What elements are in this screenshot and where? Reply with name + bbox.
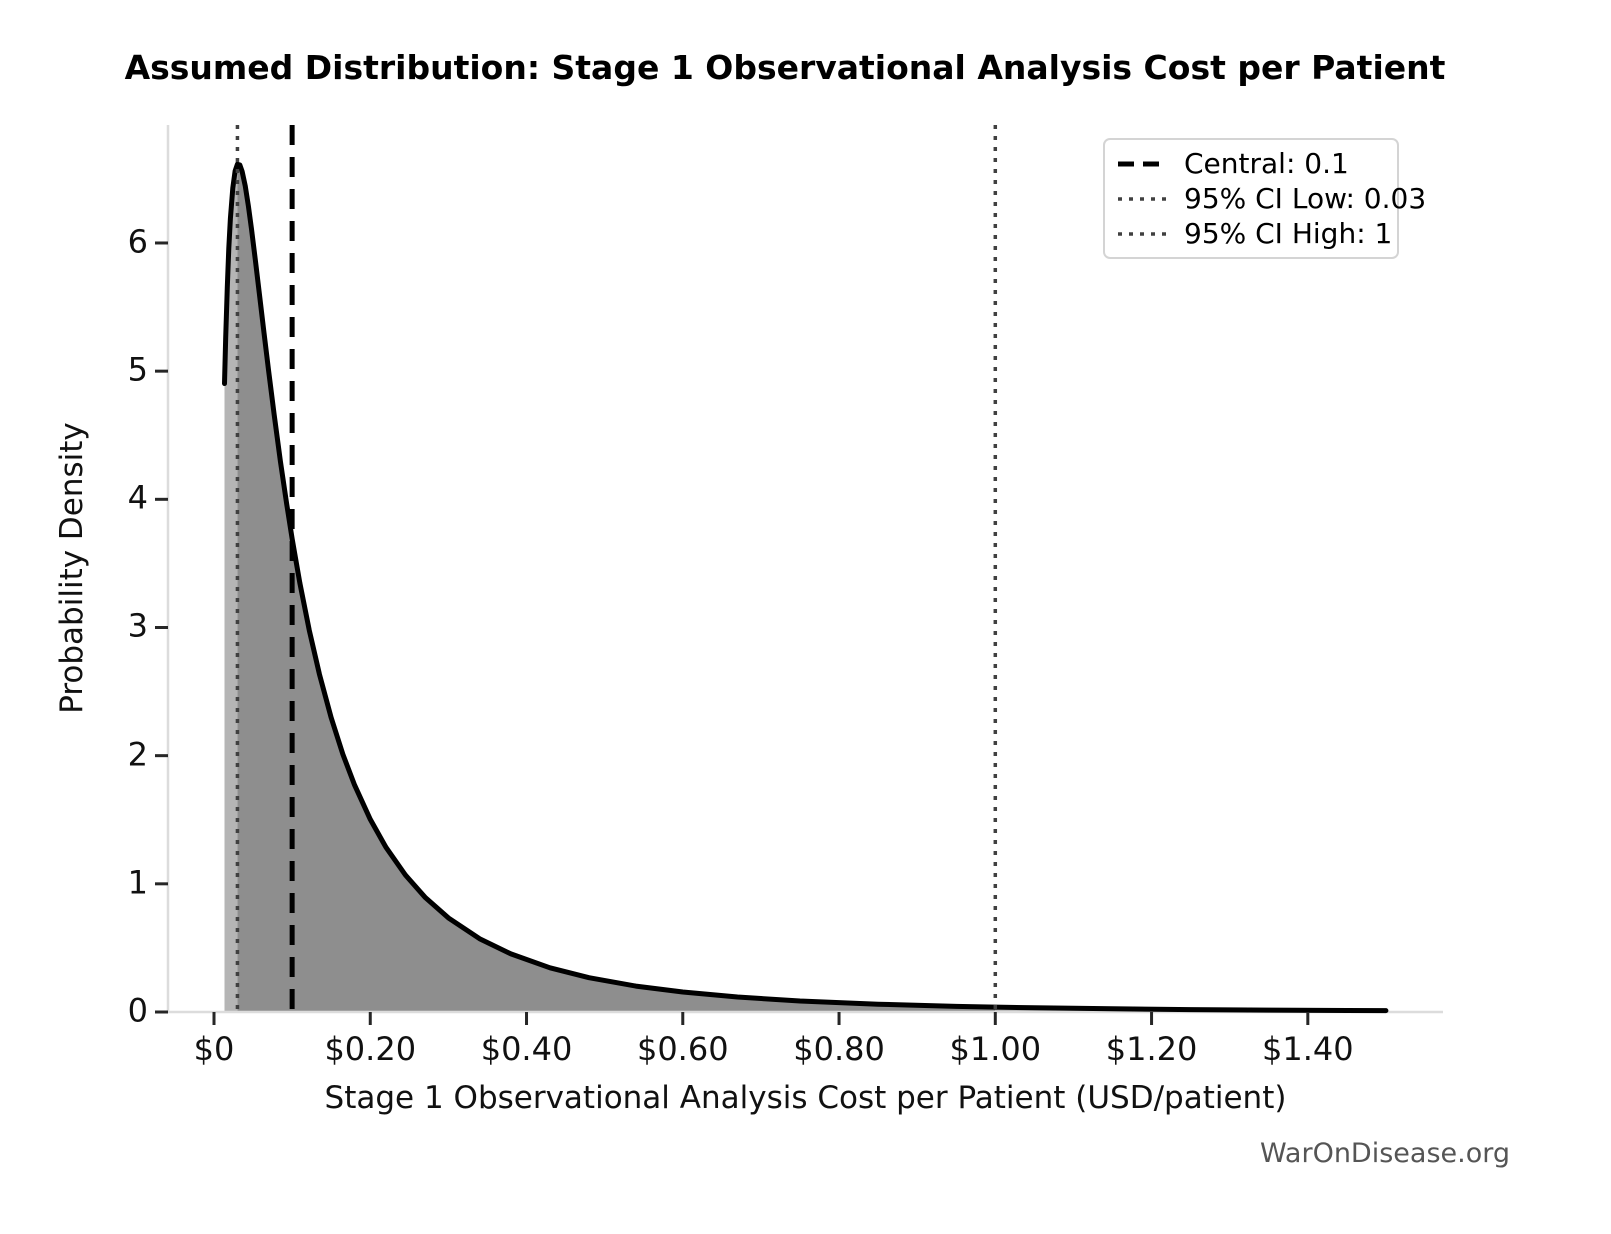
dotted-line-icon xyxy=(1118,196,1168,201)
legend-item-label: 95% CI Low: 0.03 xyxy=(1184,182,1427,215)
x-tick-label: $0 xyxy=(193,1030,235,1068)
density-fill xyxy=(237,164,996,1013)
density-fill xyxy=(224,164,238,1013)
x-tick-label: $0.40 xyxy=(480,1030,573,1068)
dotted-line-icon xyxy=(1118,231,1168,236)
y-tick-label: 5 xyxy=(127,350,148,389)
y-tick-label: 4 xyxy=(127,478,148,517)
legend-item-ci-low: 95% CI Low: 0.03 xyxy=(1117,181,1426,216)
y-tick-label: 6 xyxy=(127,222,148,261)
x-tick-label: $1.20 xyxy=(1105,1030,1198,1068)
y-axis-label: Probability Density xyxy=(54,422,90,714)
y-tick-label: 2 xyxy=(127,735,148,774)
y-tick-label: 3 xyxy=(127,606,148,645)
x-tick-label: $0.80 xyxy=(793,1030,885,1068)
legend: Central: 0.1 95% CI Low: 0.03 95% CI Hig… xyxy=(1103,138,1426,259)
chart-title: Assumed Distribution: Stage 1 Observatio… xyxy=(124,48,1446,87)
watermark: WarOnDisease.org xyxy=(1259,1138,1510,1169)
legend-item-ci-high: 95% CI High: 1 xyxy=(1117,216,1392,251)
dashed-line-icon xyxy=(1118,161,1168,166)
x-tick-label: $0.20 xyxy=(324,1030,417,1068)
legend-item-label: 95% CI High: 1 xyxy=(1184,217,1393,250)
legend-item-label: Central: 0.1 xyxy=(1184,147,1349,180)
y-tick-label: 1 xyxy=(127,863,148,902)
x-tick-label: $1.00 xyxy=(949,1030,1042,1068)
legend-item-central: Central: 0.1 xyxy=(1117,146,1385,181)
y-tick-label: 0 xyxy=(127,991,148,1030)
x-axis-label: Stage 1 Observational Analysis Cost per … xyxy=(324,1080,1287,1116)
density-curve xyxy=(222,161,1389,1014)
x-tick-label: $0.60 xyxy=(636,1030,729,1068)
x-tick-label: $1.40 xyxy=(1262,1030,1354,1068)
